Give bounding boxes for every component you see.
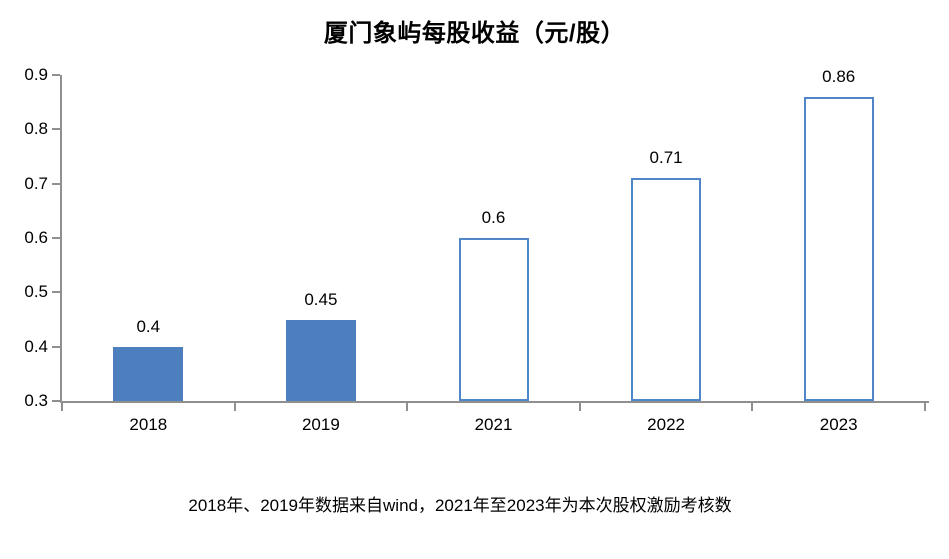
x-tick bbox=[578, 403, 581, 411]
x-tick bbox=[61, 403, 63, 411]
footnote: 2018年、2019年数据来自wind，2021年至2023年为本次股权激励考核… bbox=[188, 496, 732, 515]
data-label: 0.6 bbox=[481, 208, 506, 227]
bar-2021 bbox=[458, 238, 529, 401]
y-axis-line bbox=[60, 75, 62, 403]
x-category-label: 2023 bbox=[819, 415, 858, 434]
y-tick-label: 0.5 bbox=[24, 282, 48, 302]
y-tick bbox=[52, 237, 60, 239]
y-tick bbox=[52, 345, 60, 348]
bar-2018 bbox=[113, 346, 184, 401]
y-tick-label: 0.4 bbox=[24, 336, 48, 356]
y-tick bbox=[52, 128, 60, 131]
chart-title: 厦门象屿每股收益（元/股） bbox=[323, 20, 626, 47]
y-tick bbox=[52, 74, 60, 76]
y-tick-label: 0.6 bbox=[24, 228, 48, 247]
y-tick bbox=[52, 291, 60, 294]
x-category-label: 2019 bbox=[301, 415, 340, 434]
y-tick-label: 0.8 bbox=[24, 119, 48, 139]
y-tick-label: 0.9 bbox=[24, 65, 48, 84]
x-category-label: 2021 bbox=[474, 415, 513, 434]
bar-2019 bbox=[285, 319, 356, 401]
x-tick bbox=[751, 403, 754, 411]
data-label: 0.45 bbox=[304, 289, 338, 309]
plot-area: 0.3 0.4 0.5 0.6 0.7 0.8 0.9 0.4 0.45 0.6 0.71 0.86… bbox=[24, 65, 929, 434]
bar-2023 bbox=[803, 96, 874, 401]
x-category-label: 2018 bbox=[129, 415, 168, 434]
y-tick bbox=[52, 182, 60, 185]
x-axis-line bbox=[60, 401, 929, 403]
y-tick bbox=[52, 400, 60, 402]
data-label: 0.86 bbox=[822, 66, 856, 86]
y-tick-label: 0.3 bbox=[24, 391, 48, 410]
bar-2022 bbox=[631, 178, 702, 401]
y-tick-label: 0.7 bbox=[24, 173, 48, 193]
x-tick bbox=[924, 403, 926, 411]
data-label: 0.71 bbox=[649, 148, 683, 168]
x-tick bbox=[406, 403, 409, 411]
data-label: 0.4 bbox=[136, 316, 161, 336]
x-category-label: 2022 bbox=[647, 415, 685, 434]
x-tick bbox=[233, 403, 236, 411]
